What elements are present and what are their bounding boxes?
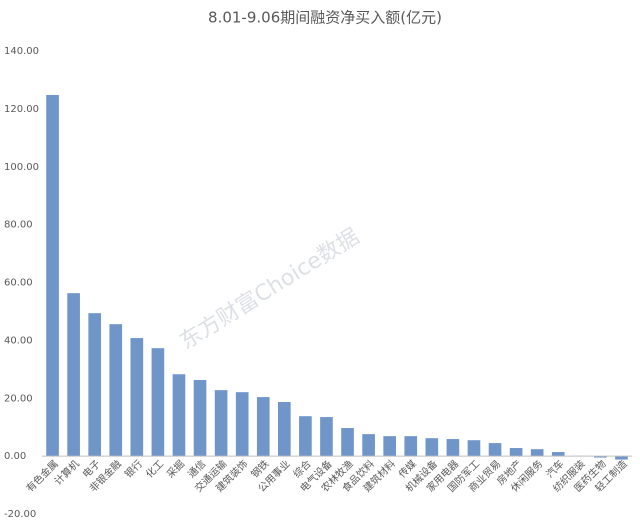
watermark: 东方财富Choice数据 [176,224,364,355]
bar [509,448,523,457]
bar [362,434,375,457]
bar [530,449,544,457]
x-tick-label: 化工 [143,457,166,480]
bar [88,313,101,457]
y-tick-label: 40.00 [4,335,33,346]
bar [383,436,396,457]
bar [109,324,123,457]
bar [594,456,607,458]
bar [425,438,439,457]
x-tick-label: 银行 [122,457,145,480]
bar [278,402,291,457]
bar [214,390,228,457]
y-tick-label: -20.00 [4,509,36,520]
bar [193,380,207,457]
chart-title: 8.01-9.06期间融资净买入额(亿元) [208,9,442,27]
y-tick-label: 80.00 [4,220,33,231]
bar [467,440,481,457]
bar [46,94,59,457]
x-tick-label: 有色金属 [23,457,60,494]
bar [341,428,354,457]
y-tick-label: 140.00 [4,46,39,57]
bar [235,392,249,457]
bar [320,417,333,457]
bar [615,456,628,460]
bar [551,452,565,457]
bar [151,348,165,457]
bar [130,338,144,457]
y-tick-label: 20.00 [4,393,33,404]
bar [172,374,186,457]
bar [256,397,270,457]
bar [404,436,418,457]
x-tick-label: 采掘 [164,457,187,480]
bar [488,443,502,457]
bar [67,293,80,457]
y-tick-label: 0.00 [4,451,26,462]
y-tick-label: 60.00 [4,278,33,289]
y-tick-label: 120.00 [4,104,39,115]
bar [299,416,312,457]
y-tick-label: 100.00 [4,162,39,173]
bar [446,439,460,457]
